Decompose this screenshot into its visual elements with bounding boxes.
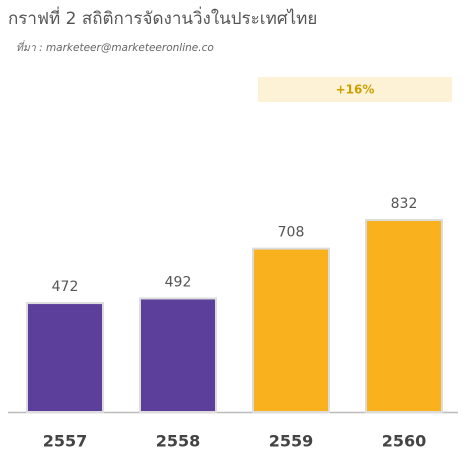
bar (139, 297, 217, 414)
value-label: 832 (391, 196, 418, 212)
value-label: 492 (165, 274, 192, 290)
chart-title: กราฟที่ 2 สถิติการจัดงานวิ่งในประเทศไทย (8, 6, 317, 29)
value-label: 708 (278, 225, 305, 241)
bar (26, 302, 104, 414)
x-tick-label: 2557 (43, 432, 88, 451)
chart-source: ที่มา : marketeer@marketeeronline.co (16, 40, 214, 54)
x-tick-label: 2560 (382, 432, 427, 451)
bar (365, 219, 443, 413)
value-label: 472 (52, 279, 79, 295)
annotation: +16% (336, 83, 375, 97)
x-tick-label: 2558 (156, 432, 201, 451)
annotation-box (258, 77, 452, 102)
bar (252, 247, 330, 413)
x-tick-label: 2559 (269, 432, 314, 451)
